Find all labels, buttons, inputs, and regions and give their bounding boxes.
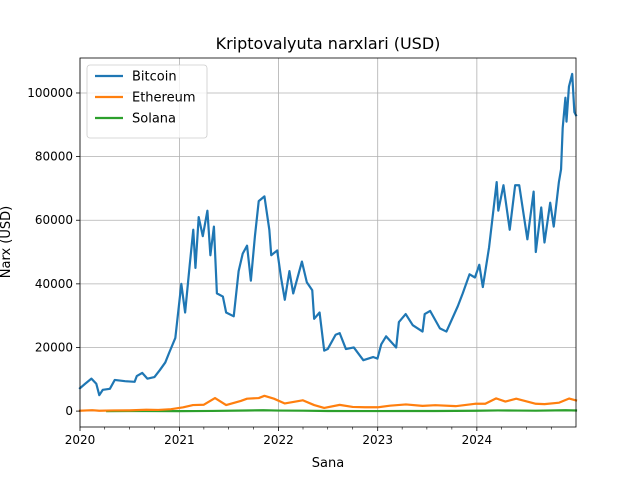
y-tick-label: 100000 [27, 86, 73, 100]
series-layer [78, 72, 578, 413]
legend-label-solana: Solana [132, 112, 176, 127]
x-tick-label: 2021 [164, 433, 195, 447]
legend-label-ethereum: Ethereum [132, 91, 196, 106]
legend-box [86, 64, 208, 139]
legend-label-bitcoin: Bitcoin [132, 70, 177, 85]
x-tick-label: 2022 [263, 433, 294, 447]
legend: Bitcoin Ethereum Solana [86, 64, 208, 139]
y-tick-label: 20000 [35, 340, 73, 354]
series-line-solana [106, 409, 578, 413]
y-axis-label: Narx (USD) [0, 206, 14, 278]
y-tick-label: 60000 [35, 213, 73, 227]
y-tick-label: 40000 [35, 277, 73, 291]
x-axis-label: Sana [312, 456, 344, 471]
chart-title: Kriptovalyuta narxlari (USD) [216, 34, 441, 53]
series-line-ethereum [78, 394, 578, 412]
y-tick-label: 0 [65, 404, 73, 418]
x-axis-ticks: 2020 2021 2022 2023 2024 [65, 427, 552, 447]
y-tick-label: 80000 [35, 150, 73, 164]
series-line-bitcoin [78, 72, 578, 397]
x-tick-label: 2023 [362, 433, 393, 447]
x-tick-label: 2020 [65, 433, 96, 447]
y-axis-ticks: 0 20000 40000 60000 80000 100000 [27, 86, 80, 418]
x-tick-label: 2024 [462, 433, 493, 447]
